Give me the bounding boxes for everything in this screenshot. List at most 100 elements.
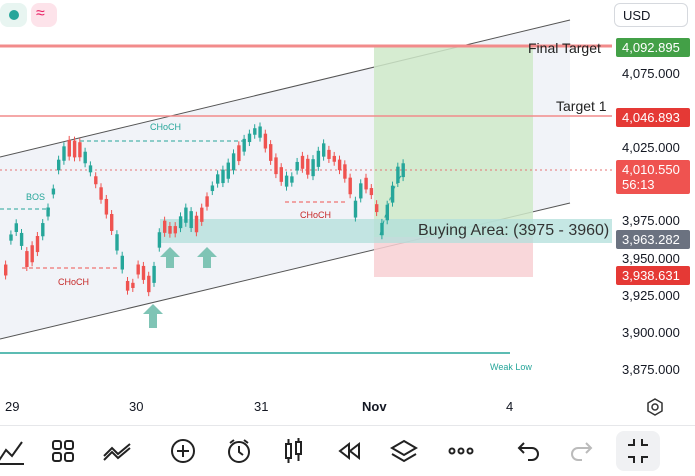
bottom-toolbar xyxy=(0,425,695,475)
candle-body xyxy=(359,183,363,199)
last-price-value: 4,010.550 xyxy=(622,162,680,177)
candle-body xyxy=(78,142,82,158)
candle-body xyxy=(253,128,257,135)
candle-body xyxy=(125,280,130,291)
grid-icon[interactable] xyxy=(46,434,80,468)
candle-body xyxy=(279,167,283,182)
candle-body xyxy=(316,150,321,167)
candle-body xyxy=(57,159,61,171)
dot-icon xyxy=(9,10,19,20)
price-tick: 3,975.000 xyxy=(622,213,680,228)
time-tick: 30 xyxy=(129,399,144,414)
indicator-toggle[interactable] xyxy=(0,3,27,27)
choch-left-label: CHoCH xyxy=(58,277,90,287)
layers-icon[interactable] xyxy=(387,434,421,468)
candle-body xyxy=(120,255,124,270)
up-arrow-icon xyxy=(160,247,180,268)
candle-body xyxy=(263,133,268,149)
fullscreen-button[interactable] xyxy=(616,431,660,471)
candle-body xyxy=(290,176,294,183)
candle-body xyxy=(375,204,379,213)
candle-body xyxy=(88,165,93,173)
top-toolbar: ≈ USD xyxy=(0,0,695,30)
target-1-label: Target 1 xyxy=(556,98,607,114)
candle-body xyxy=(284,175,289,187)
candle-body xyxy=(322,143,326,157)
projection-line xyxy=(379,169,405,236)
choch-mid-label: CHoCH xyxy=(300,210,332,220)
candles xyxy=(4,122,405,297)
candle-body xyxy=(184,207,188,223)
candle-body xyxy=(173,226,177,234)
candle-body xyxy=(51,188,56,195)
candle-body xyxy=(147,275,151,293)
candle-body xyxy=(390,185,395,203)
time-tick: Nov xyxy=(362,399,387,414)
price-tick: 3,925.000 xyxy=(622,288,680,303)
buying-area-zone xyxy=(160,219,612,243)
add-icon[interactable] xyxy=(166,434,200,468)
candle-body xyxy=(216,174,220,184)
currency-select[interactable]: USD xyxy=(614,3,688,27)
time-tick: 29 xyxy=(5,399,20,414)
candle-body xyxy=(25,251,29,267)
candle-body xyxy=(210,185,215,192)
price-tick: 3,900.000 xyxy=(622,325,680,340)
candle-body xyxy=(247,133,252,143)
redo-icon[interactable] xyxy=(566,434,600,468)
candle-body xyxy=(83,151,87,164)
price-tick: 4,075.000 xyxy=(622,66,680,81)
candle-body xyxy=(337,159,342,171)
candle-body xyxy=(46,207,50,217)
profit-zone xyxy=(374,46,533,237)
candle-body xyxy=(110,214,114,231)
final-target-label: Final Target xyxy=(528,40,601,56)
more-icon[interactable] xyxy=(444,434,478,468)
candle-body xyxy=(401,163,405,178)
candle-body xyxy=(168,226,172,234)
candle-body xyxy=(9,234,13,241)
stop-zone xyxy=(374,237,533,277)
price-tick: 4,025.000 xyxy=(622,140,680,155)
candle-body xyxy=(343,164,347,179)
undo-icon[interactable] xyxy=(510,434,544,468)
time-tick: 4 xyxy=(506,399,514,414)
replay-icon[interactable] xyxy=(331,434,365,468)
candle-body xyxy=(221,169,225,184)
candle-body xyxy=(369,188,374,196)
compare-icon[interactable] xyxy=(100,434,134,468)
candle-body xyxy=(269,144,273,161)
candle-body xyxy=(332,155,336,162)
candle-body xyxy=(131,282,135,288)
candle-body xyxy=(136,264,140,275)
settings-icon[interactable] xyxy=(646,398,664,416)
candle-body xyxy=(157,232,162,248)
candle-body xyxy=(295,161,299,171)
up-arrow-icon xyxy=(197,247,217,268)
candle-body xyxy=(348,177,352,195)
last-price-badge: 4,010.550 56:13 xyxy=(616,160,690,194)
candles-icon[interactable] xyxy=(276,434,310,468)
countdown: 56:13 xyxy=(622,177,655,192)
candle-body xyxy=(258,126,262,138)
candle-body xyxy=(141,265,146,280)
indicators-icon[interactable] xyxy=(0,434,28,468)
wave-toggle[interactable]: ≈ xyxy=(31,3,57,27)
candle-body xyxy=(62,146,66,161)
candle-body xyxy=(300,155,305,169)
weak-low-label: Weak Low xyxy=(490,362,532,372)
stop-level-badge: 3,938.631 xyxy=(616,266,690,285)
candle-body xyxy=(99,187,103,200)
candle-body xyxy=(200,207,204,222)
alarm-icon[interactable] xyxy=(222,434,256,468)
candle-body xyxy=(237,145,241,162)
candle-body xyxy=(396,166,400,183)
candle-body xyxy=(274,157,278,175)
buying-level-badge: 3,963.282 xyxy=(616,230,690,249)
channel-upper-line xyxy=(0,19,571,158)
candle-body xyxy=(30,245,34,263)
candle-body xyxy=(152,265,156,283)
collapse-icon xyxy=(628,439,648,463)
